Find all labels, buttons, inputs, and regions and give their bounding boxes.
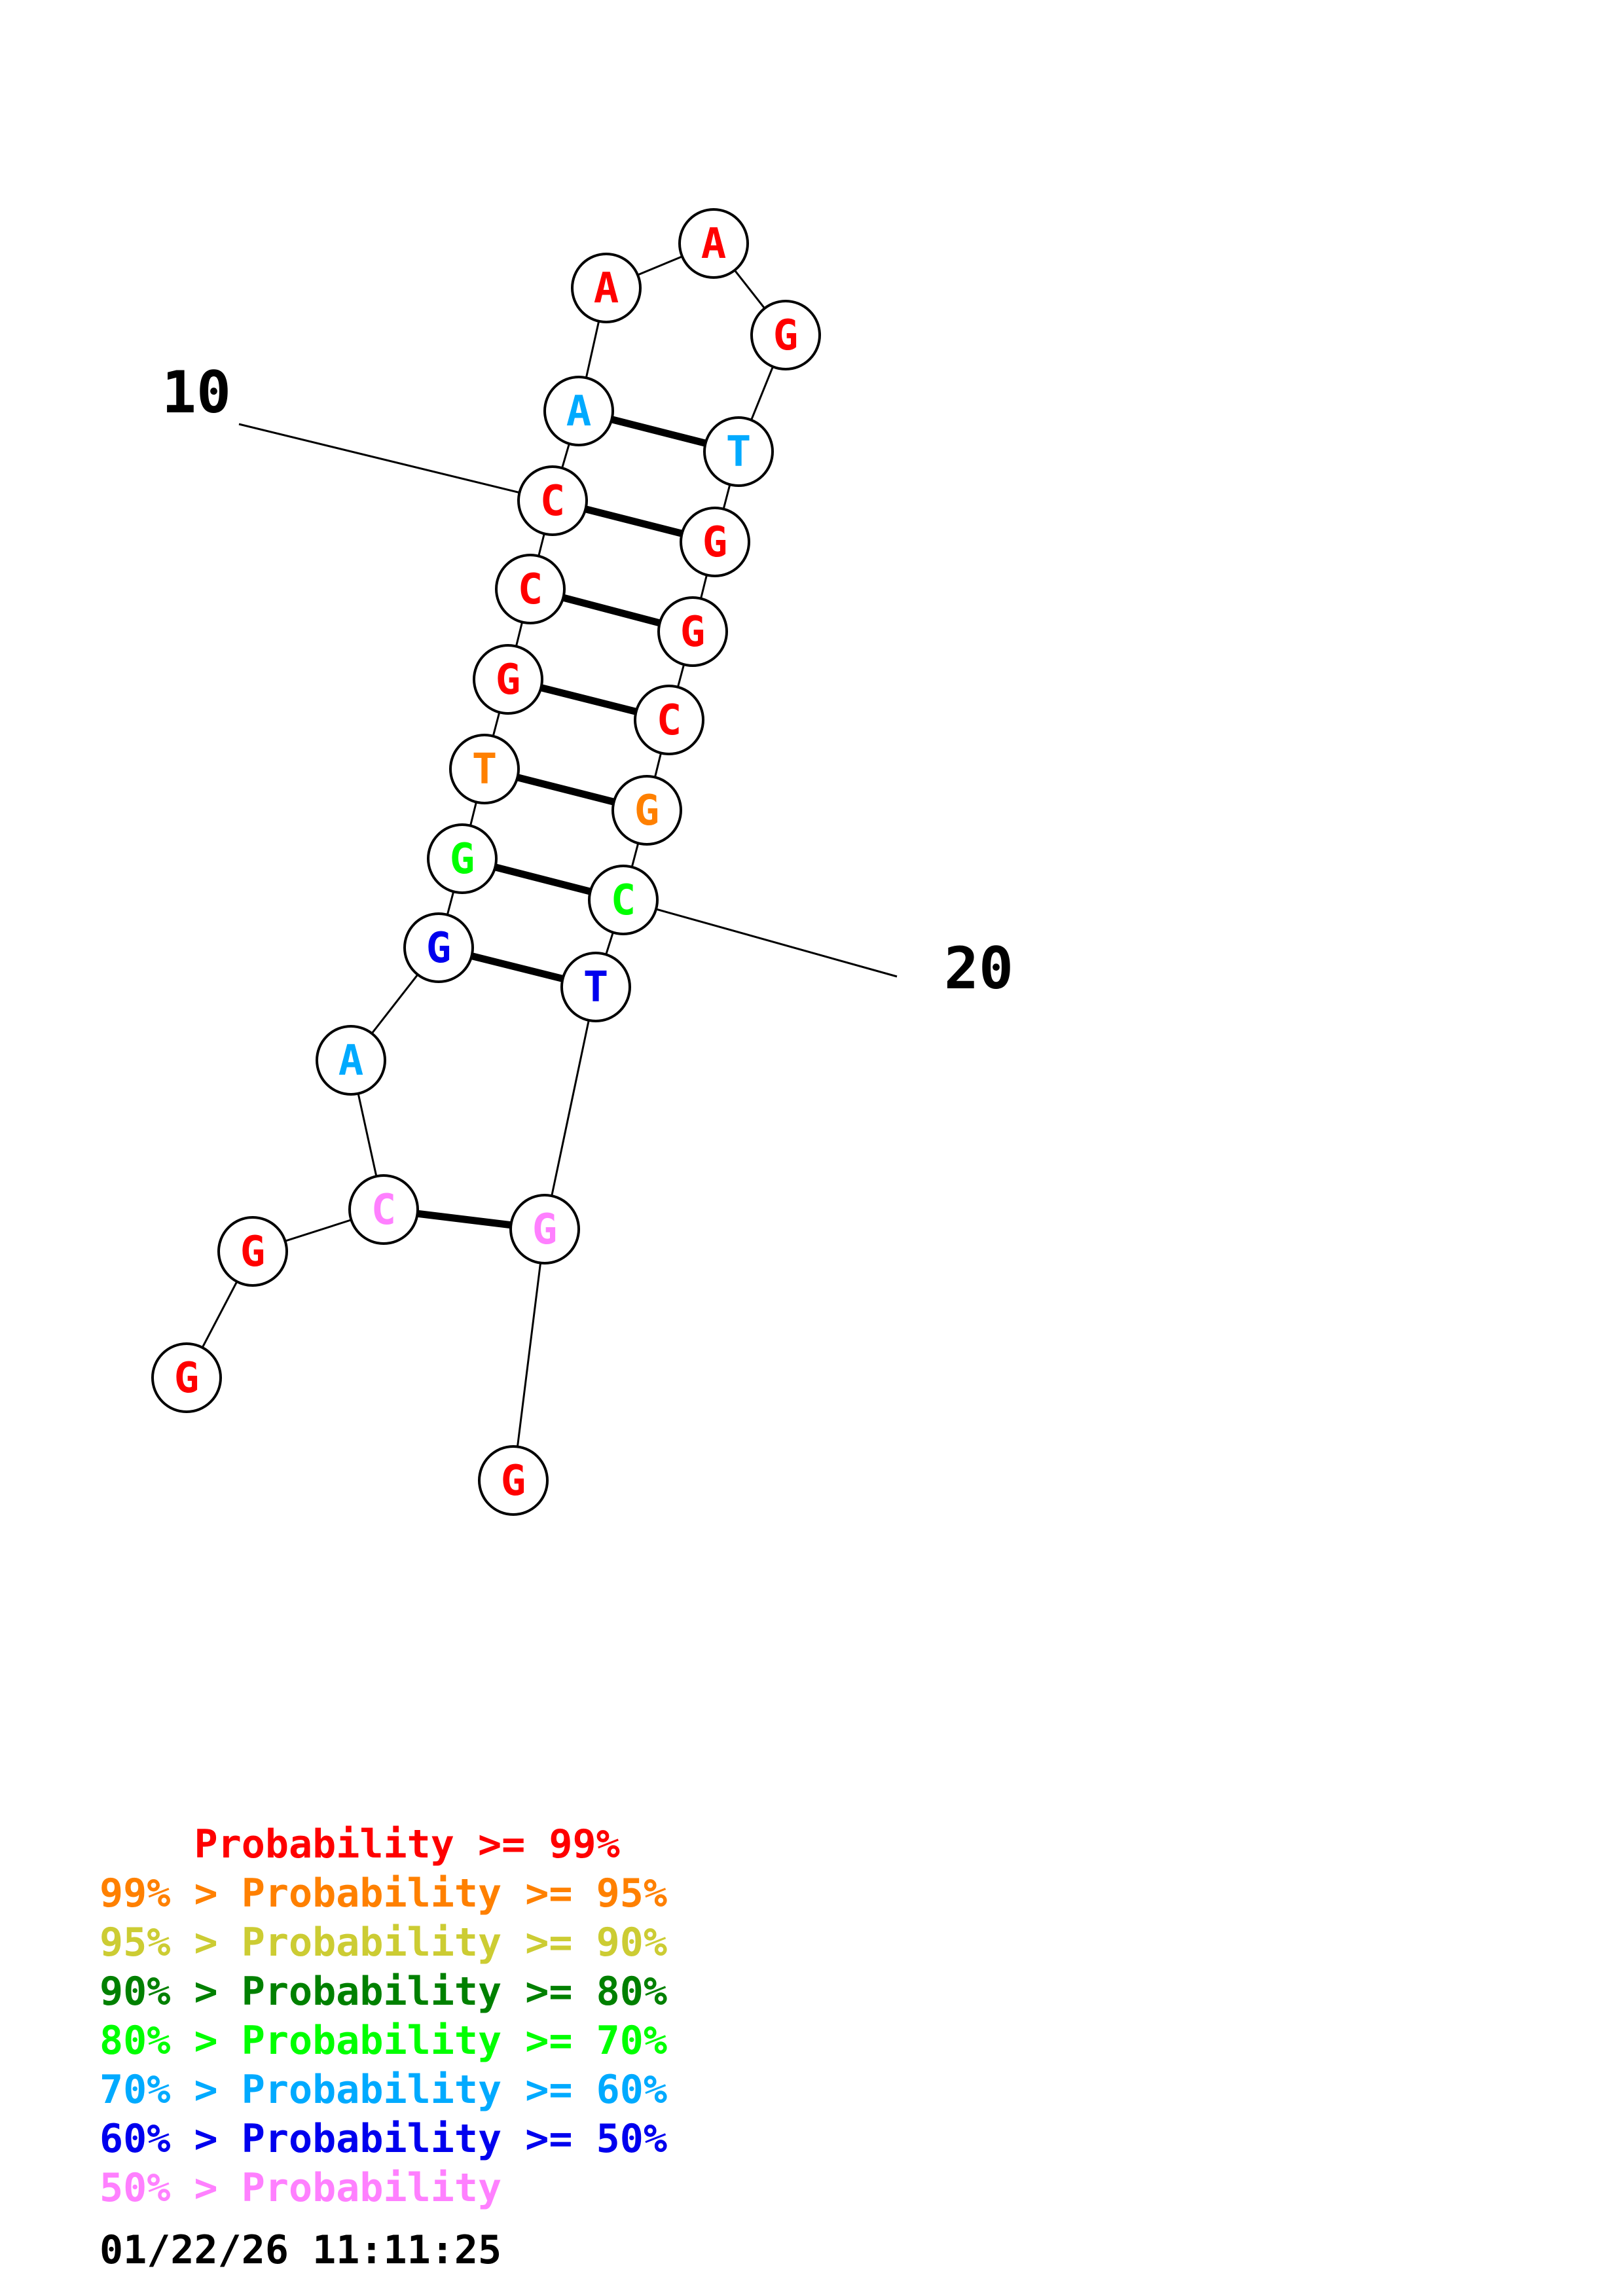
nucleotide-letter: G bbox=[450, 835, 475, 884]
nucleotide-circle bbox=[703, 416, 774, 487]
nucleotide-circle bbox=[427, 823, 498, 894]
nucleotide-letter: G bbox=[426, 924, 452, 973]
nucleotide: C bbox=[634, 685, 704, 755]
nucleotide: G bbox=[509, 1194, 580, 1265]
nucleotide-circle bbox=[657, 596, 728, 667]
nucleotide: C bbox=[348, 1174, 419, 1245]
nucleotide-circle bbox=[634, 685, 704, 755]
nucleotide: T bbox=[449, 734, 520, 804]
nucleotide-circle bbox=[517, 465, 588, 536]
nucleotide: T bbox=[703, 416, 774, 487]
index-label: 10 bbox=[162, 359, 231, 426]
nucleotide-circle bbox=[680, 507, 750, 577]
nucleotide-letter: C bbox=[518, 565, 543, 614]
nucleotide: T bbox=[560, 952, 631, 1022]
index-label: 20 bbox=[944, 935, 1013, 1002]
nucleotide-letter: G bbox=[532, 1206, 558, 1254]
nucleotide-circle bbox=[449, 734, 520, 804]
nucleotide-letter: C bbox=[611, 876, 636, 925]
nucleotide: C bbox=[495, 554, 566, 624]
nucleotide-letter: C bbox=[371, 1186, 397, 1234]
legend-entry: 50% > Probability bbox=[100, 2165, 501, 2211]
nucleotide: G bbox=[478, 1445, 549, 1516]
nucleotide-letter: A bbox=[701, 220, 727, 268]
nucleotide-letter: C bbox=[657, 696, 682, 745]
legend-entry: 99% > Probability >= 95% bbox=[100, 1871, 667, 1916]
nucleotide-circle bbox=[217, 1216, 288, 1287]
legend-entry: Probability >= 99% bbox=[100, 1821, 620, 1867]
nucleotide-circle bbox=[543, 376, 614, 446]
nucleotide-circle bbox=[678, 208, 749, 279]
nucleotide-circle bbox=[478, 1445, 549, 1516]
nucleotide: G bbox=[403, 912, 474, 983]
nucleotide: G bbox=[473, 644, 543, 715]
timestamp: 01/22/26 11:11:25 bbox=[100, 2227, 501, 2273]
nucleotide: C bbox=[517, 465, 588, 536]
nucleotide-circle bbox=[316, 1025, 386, 1096]
nucleotide: C bbox=[588, 865, 659, 935]
nucleotide: G bbox=[151, 1342, 222, 1413]
nucleotide-circle bbox=[611, 775, 682, 846]
index-label-layer: 10 20 bbox=[162, 359, 1013, 1002]
nucleotide-letter: G bbox=[634, 787, 660, 835]
nucleotide-letter: G bbox=[501, 1457, 526, 1505]
nucleotide-letter: T bbox=[726, 428, 752, 476]
nucleotide-letter: G bbox=[174, 1354, 200, 1403]
nucleotide: A bbox=[678, 208, 749, 279]
backbone-segment bbox=[543, 986, 597, 1230]
legend-entry: 95% > Probability >= 90% bbox=[100, 1920, 667, 1965]
nucleotide-letter: G bbox=[702, 518, 728, 567]
legend-entry: 90% > Probability >= 80% bbox=[100, 1969, 667, 2015]
nucleotide-letter: T bbox=[472, 745, 498, 794]
nucleotide-circle bbox=[473, 644, 543, 715]
nucleotide-letter: A bbox=[566, 387, 592, 436]
nucleotide-letter: T bbox=[583, 963, 609, 1012]
legend-entry: 60% > Probability >= 50% bbox=[100, 2116, 667, 2162]
nucleotide-circle bbox=[403, 912, 474, 983]
nucleotide-letter: C bbox=[540, 477, 566, 526]
nucleotide-letter: G bbox=[680, 608, 706, 656]
nucleotide: G bbox=[680, 507, 750, 577]
nucleotide-letter: A bbox=[594, 264, 619, 313]
nucleotide: A bbox=[543, 376, 614, 446]
nucleotide-circle bbox=[348, 1174, 419, 1245]
nucleotide-letter: G bbox=[240, 1228, 266, 1276]
nucleotide: G bbox=[657, 596, 728, 667]
nucleotide-circle bbox=[560, 952, 631, 1022]
index-label-leader bbox=[623, 899, 898, 978]
nucleotide-letter: G bbox=[496, 656, 521, 704]
nucleotide-circle bbox=[509, 1194, 580, 1265]
nucleotide-letter: G bbox=[773, 312, 799, 360]
legend-entry: 80% > Probability >= 70% bbox=[100, 2018, 667, 2064]
index-label-leader bbox=[238, 423, 553, 502]
nucleotide-circle bbox=[750, 300, 821, 370]
nucleotide: G bbox=[427, 823, 498, 894]
nucleotide: G bbox=[217, 1216, 288, 1287]
probability-legend: Probability >= 99%99% > Probability >= 9… bbox=[100, 1821, 667, 2211]
nucleotide-circle bbox=[151, 1342, 222, 1413]
nucleotide-circle bbox=[571, 253, 642, 323]
nucleotide: A bbox=[571, 253, 642, 323]
nucleotide: A bbox=[316, 1025, 386, 1096]
backbone-segment bbox=[512, 1229, 546, 1481]
legend-entry: 70% > Probability >= 60% bbox=[100, 2067, 667, 2113]
nucleotide-letter: A bbox=[338, 1037, 364, 1085]
nucleotide-circle bbox=[588, 865, 659, 935]
nucleotide-circle bbox=[495, 554, 566, 624]
nucleotide: G bbox=[611, 775, 682, 846]
nucleotide: G bbox=[750, 300, 821, 370]
